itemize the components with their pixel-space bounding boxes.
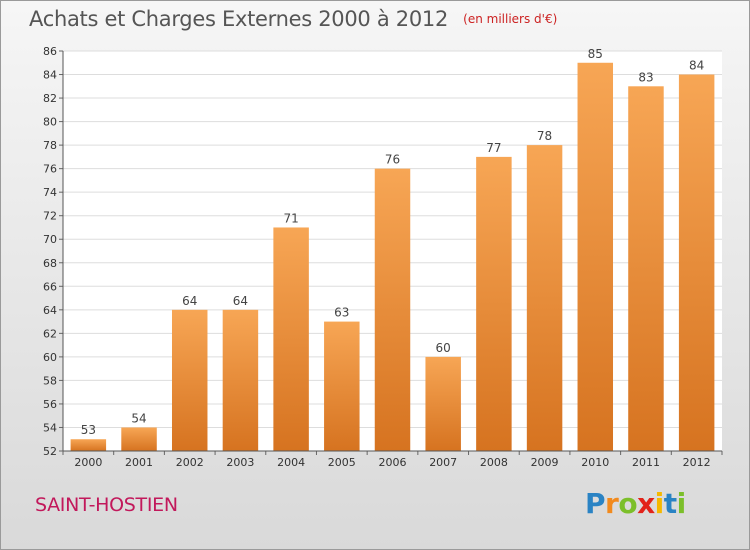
y-tick-label: 84 [43, 69, 57, 82]
y-tick-label: 80 [43, 116, 57, 129]
x-tick-label: 2004 [277, 456, 305, 469]
x-tick-label: 2007 [429, 456, 457, 469]
x-tick-label: 2000 [74, 456, 102, 469]
bar [121, 427, 157, 451]
y-tick-label: 56 [43, 398, 57, 411]
x-tick-label: 2003 [226, 456, 254, 469]
bar [577, 62, 614, 451]
bar-value-label: 71 [283, 211, 298, 225]
bar [222, 309, 259, 451]
bar [70, 439, 107, 451]
x-tick-label: 2008 [480, 456, 508, 469]
bar-value-label: 53 [81, 423, 96, 437]
bar [476, 156, 512, 451]
logo-letter: i [654, 487, 665, 520]
x-tick-label: 2009 [531, 456, 559, 469]
bar-value-label: 76 [385, 153, 400, 167]
bar-value-label: 77 [486, 141, 501, 155]
logo-letter: x [637, 487, 655, 520]
bar-value-label: 84 [689, 59, 704, 73]
x-tick-label: 2010 [581, 456, 609, 469]
chart-unit-label: (en milliers d'€) [463, 12, 558, 26]
x-tick-label: 2011 [632, 456, 660, 469]
bar [425, 356, 461, 451]
logo-letter: t [663, 487, 677, 520]
bar [678, 74, 715, 451]
commune-name: SAINT-HOSTIEN [35, 494, 178, 516]
bar [374, 168, 411, 451]
bar-value-label: 63 [334, 306, 349, 320]
y-tick-label: 58 [43, 374, 57, 387]
y-tick-label: 60 [43, 351, 57, 364]
bar-value-label: 60 [436, 341, 451, 355]
logo-letter: o [618, 487, 638, 520]
y-tick-label: 76 [43, 163, 57, 176]
bar [526, 145, 563, 451]
proxiti-logo: Proxiti [585, 487, 686, 520]
bar-value-label: 83 [638, 70, 653, 84]
chart-title: Achats et Charges Externes 2000 à 2012 [29, 7, 449, 31]
y-tick-label: 86 [43, 45, 57, 58]
bar [171, 309, 208, 451]
x-tick-label: 2002 [176, 456, 204, 469]
logo-letter: i [676, 487, 687, 520]
bar [273, 227, 309, 451]
x-tick-label: 2012 [683, 456, 711, 469]
bar-value-label: 64 [182, 294, 197, 308]
x-tick-label: 2006 [379, 456, 407, 469]
y-tick-label: 72 [43, 210, 57, 223]
bar [324, 321, 360, 451]
bar-value-label: 64 [233, 294, 248, 308]
y-tick-label: 66 [43, 280, 57, 293]
y-tick-label: 82 [43, 92, 57, 105]
bar [628, 86, 664, 451]
y-tick-label: 52 [43, 445, 57, 458]
y-tick-label: 78 [43, 139, 57, 152]
y-tick-label: 64 [43, 304, 57, 317]
bar-value-label: 78 [537, 129, 552, 143]
y-tick-label: 74 [43, 186, 57, 199]
bar-value-label: 54 [131, 411, 146, 425]
title-row: Achats et Charges Externes 2000 à 2012 (… [29, 7, 557, 31]
y-tick-label: 62 [43, 327, 57, 340]
bar-value-label: 85 [588, 47, 603, 61]
y-tick-label: 68 [43, 257, 57, 270]
y-tick-label: 54 [43, 421, 57, 434]
logo-letter: P [585, 487, 606, 520]
x-tick-label: 2001 [125, 456, 153, 469]
logo-letter: r [605, 487, 619, 520]
x-tick-label: 2005 [328, 456, 356, 469]
y-tick-label: 70 [43, 233, 57, 246]
